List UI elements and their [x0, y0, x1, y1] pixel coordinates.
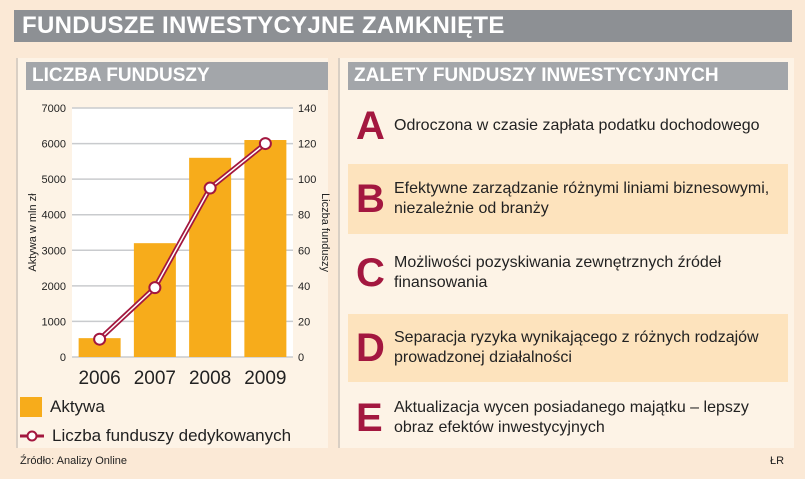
- y-tick-label: 3000: [42, 245, 66, 257]
- item-letter: A: [356, 103, 385, 148]
- chart-panel-heading: LICZBA FUNDUSZY: [26, 62, 328, 90]
- y2-tick-label: 140: [298, 103, 316, 115]
- legend-item-line: Liczba funduszy dedykowanych: [20, 426, 291, 446]
- item-text: Separacja ryzyka wynikającego z różnych …: [394, 329, 759, 366]
- y-tick-label: 4000: [42, 210, 66, 222]
- source-note: Źródło: Analizy Online: [20, 455, 127, 467]
- series-line-highlight: [99, 142, 266, 340]
- y-axis-label: Aktywa w mln zł: [27, 193, 39, 272]
- legend-label: Aktywa: [50, 397, 105, 416]
- y-tick-label: 7000: [42, 103, 66, 115]
- x-tick-label: 2008: [189, 368, 231, 389]
- bar: [244, 140, 287, 357]
- y2-tick-label: 120: [298, 139, 316, 151]
- x-tick-label: 2006: [78, 368, 120, 389]
- line-point: [258, 137, 272, 151]
- y2-tick-label: 0: [298, 352, 304, 364]
- advantages-panel: ZALETY FUNDUSZY INWESTYCYJNYCH A Odroczon…: [338, 58, 794, 448]
- advantage-item: D Separacja ryzyka wynikającego z różnych…: [348, 314, 788, 382]
- x-tick-label: 2007: [134, 368, 176, 389]
- item-text: Odroczona w czasie zapłata podatku docho…: [394, 117, 760, 134]
- line-point: [203, 181, 217, 195]
- legend-label: Liczba funduszy dedykowanych: [52, 426, 292, 445]
- x-tick-label: 2009: [244, 368, 286, 389]
- advantage-item: B Efektywne zarządzanie różnymi liniami b…: [348, 164, 788, 234]
- advantages-heading: ZALETY FUNDUSZY INWESTYCYJNYCH: [348, 62, 788, 90]
- advantage-item: C Możliwości pozyskiwania zewnętrznych źr…: [348, 240, 788, 306]
- y2-tick-label: 40: [298, 281, 310, 293]
- author-initials: ŁR: [770, 455, 785, 467]
- y-tick-label: 1000: [42, 316, 66, 328]
- item-letter: B: [356, 176, 385, 221]
- y-tick-label: 2000: [42, 281, 66, 293]
- line-marker-icon: [20, 430, 44, 442]
- item-letter: D: [356, 325, 385, 370]
- line-point: [148, 281, 162, 295]
- y-tick-label: 6000: [42, 139, 66, 151]
- y2-tick-label: 80: [298, 210, 310, 222]
- item-letter: E: [356, 395, 383, 440]
- advantage-item: A Odroczona w czasie zapłata podatku doch…: [348, 98, 788, 154]
- page-title: FUNDUSZE INWESTYCYJNE ZAMKNIĘTE: [14, 10, 792, 42]
- y2-tick-label: 60: [298, 245, 310, 257]
- item-text: Możliwości pozyskiwania zewnętrznych źró…: [394, 254, 722, 291]
- y2-axis-label: Liczba funduszy: [319, 193, 331, 272]
- y2-tick-label: 100: [298, 174, 316, 186]
- item-letter: C: [356, 250, 385, 295]
- y-tick-label: 0: [60, 352, 66, 364]
- legend-item-bar: Aktywa: [20, 397, 105, 417]
- advantage-item: E Aktualizacja wycen posiadanego majątku …: [348, 388, 788, 448]
- y-tick-label: 5000: [42, 174, 66, 186]
- bar: [78, 338, 121, 357]
- item-text: Aktualizacja wycen posiadanego majątku –…: [394, 399, 749, 436]
- item-text: Efektywne zarządzanie różnymi liniami bi…: [394, 180, 770, 217]
- chart: 0 1000 2000 3000 4000 5000 6000 7000 0 20 40 60 80 10…: [27, 103, 331, 389]
- y2-tick-label: 20: [298, 316, 310, 328]
- bar-swatch-icon: [20, 397, 42, 417]
- line-point: [93, 332, 107, 346]
